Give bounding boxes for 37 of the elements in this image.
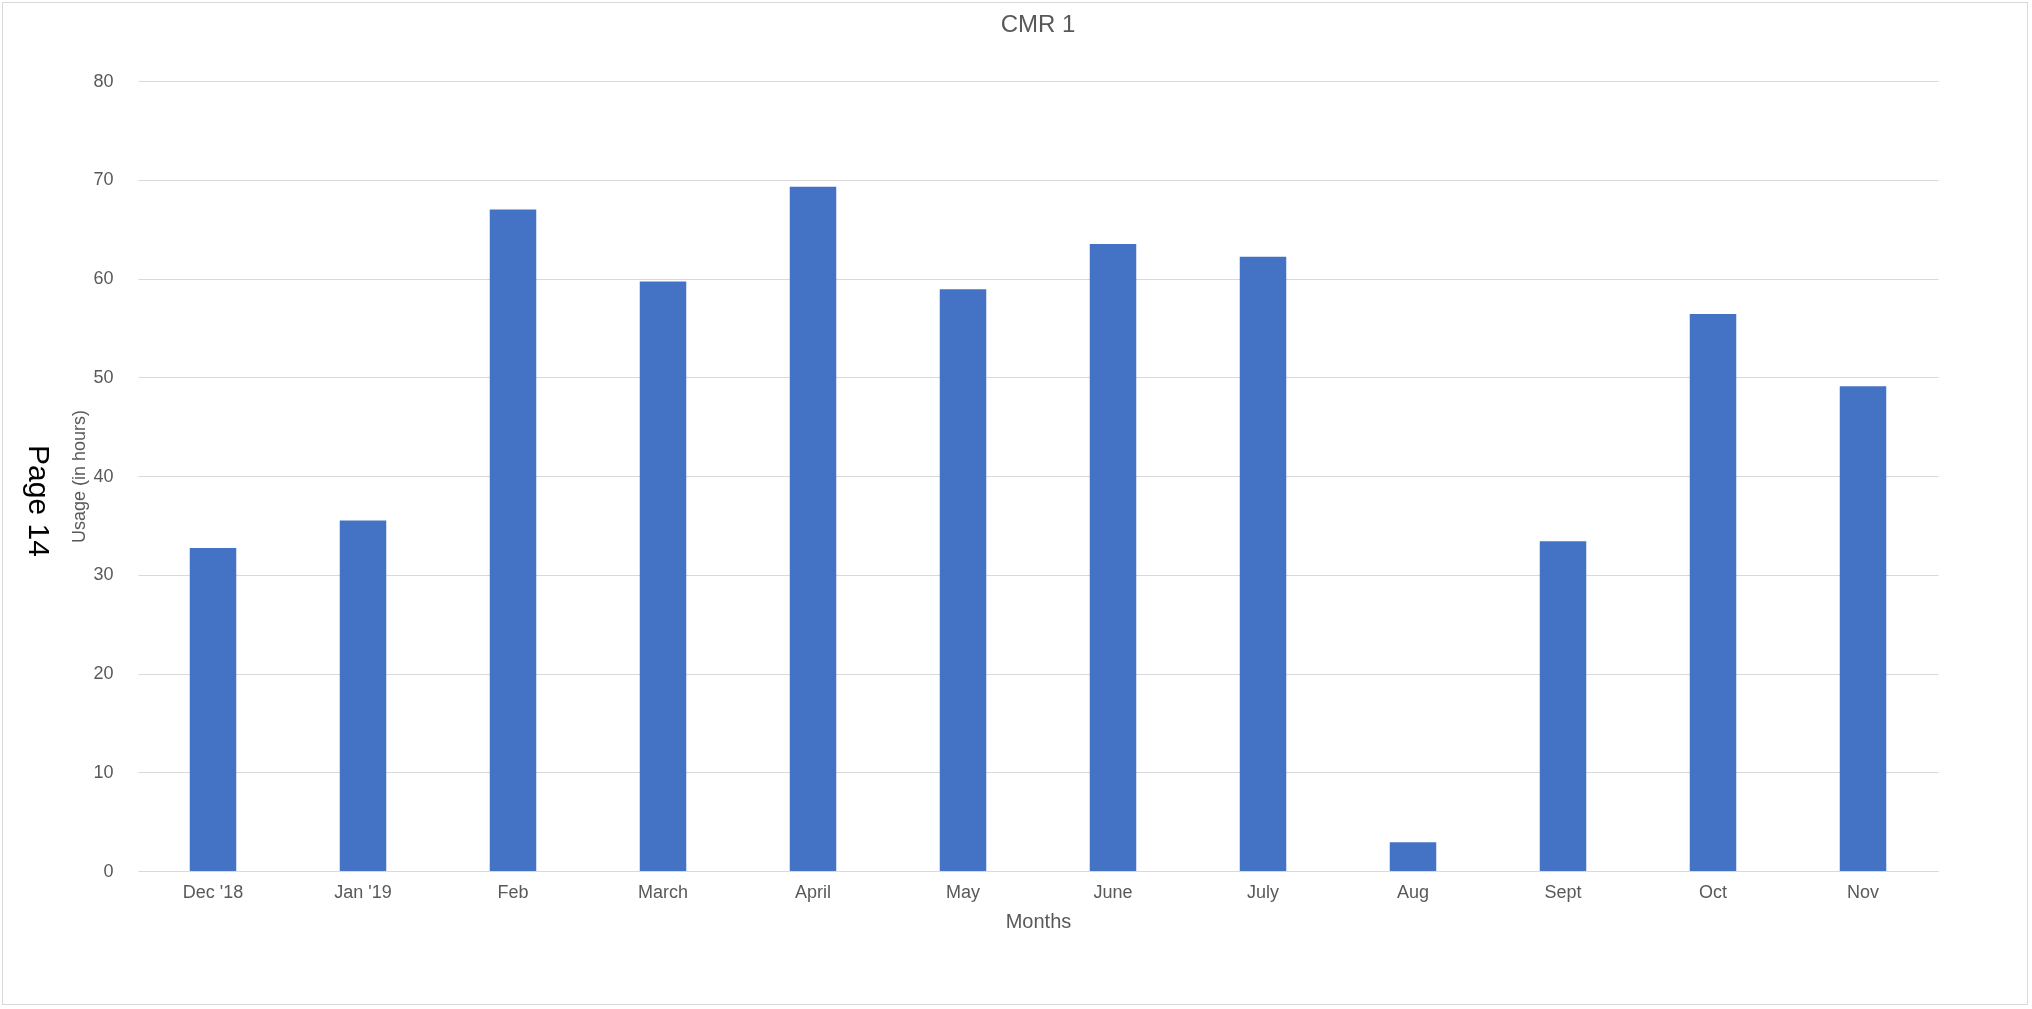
bar xyxy=(939,289,987,871)
y-tick-label: 80 xyxy=(93,70,114,91)
x-tick-label: Dec '18 xyxy=(182,881,244,902)
y-axis-title: Usage (in hours) xyxy=(69,409,90,544)
x-tick-label: Jan '19 xyxy=(334,881,392,902)
bar xyxy=(1689,314,1737,871)
x-axis-title: Months xyxy=(1005,909,1072,932)
chart-title: CMR 1 xyxy=(1000,10,1076,37)
y-tick-label: 20 xyxy=(93,663,114,683)
bar xyxy=(789,186,837,871)
y-tick-label: 0 xyxy=(103,860,114,881)
x-tick-label: Sept xyxy=(1544,881,1582,902)
x-tick-label: Aug xyxy=(1396,881,1430,902)
bar xyxy=(189,548,237,871)
bar xyxy=(339,520,387,871)
y-tick-label: 50 xyxy=(93,366,114,387)
bar xyxy=(1389,842,1437,871)
bar xyxy=(489,209,537,871)
x-tick-label: March xyxy=(637,881,689,902)
bar xyxy=(1539,541,1587,871)
bar xyxy=(1839,386,1887,871)
x-tick-label: July xyxy=(1246,881,1280,902)
x-tick-label: April xyxy=(794,881,832,902)
bar xyxy=(1239,256,1287,871)
y-tick-label: 70 xyxy=(93,169,114,190)
bar xyxy=(1089,243,1137,871)
text: Page 14 xyxy=(23,445,56,557)
x-tick-label: Oct xyxy=(1698,881,1728,902)
y-tick-label: 30 xyxy=(93,564,114,585)
x-tick-label: June xyxy=(1093,881,1133,902)
x-tick-label: Feb xyxy=(497,881,529,902)
x-tick-label: Nov xyxy=(1846,881,1880,902)
y-tick-label: 40 xyxy=(93,465,114,486)
bar xyxy=(639,281,687,871)
x-tick-label: May xyxy=(945,881,981,902)
y-tick-label: 10 xyxy=(93,761,114,782)
y-tick-label: 60 xyxy=(93,268,114,288)
